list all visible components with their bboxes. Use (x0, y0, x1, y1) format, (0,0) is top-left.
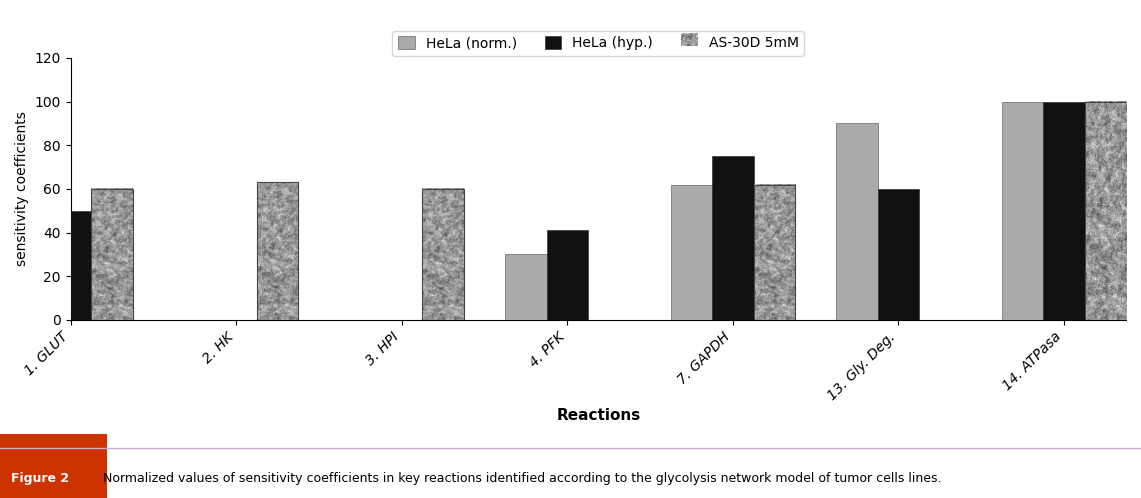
Bar (1085, 102, 1126, 320)
Bar (257, 182, 298, 320)
Bar (547, 231, 588, 320)
Text: Figure 2: Figure 2 (11, 472, 70, 485)
Bar (1043, 102, 1085, 320)
Bar (422, 189, 464, 320)
Text: Normalized values of sensitivity coefficients in key reactions identified accord: Normalized values of sensitivity coeffic… (103, 472, 941, 485)
Bar (671, 185, 712, 320)
Bar (877, 189, 919, 320)
X-axis label: Reactions: Reactions (556, 408, 640, 423)
Bar (50, 211, 91, 320)
Bar (1002, 102, 1043, 320)
Bar (712, 156, 753, 320)
Bar (836, 124, 877, 320)
Y-axis label: sensitivity coefficients: sensitivity coefficients (15, 112, 29, 266)
Bar (9, 200, 50, 320)
Legend: HeLa (norm.), HeLa (hyp.), AS-30D 5mM: HeLa (norm.), HeLa (hyp.), AS-30D 5mM (393, 31, 804, 56)
Bar (91, 189, 132, 320)
Bar (505, 254, 547, 320)
Bar (753, 185, 795, 320)
